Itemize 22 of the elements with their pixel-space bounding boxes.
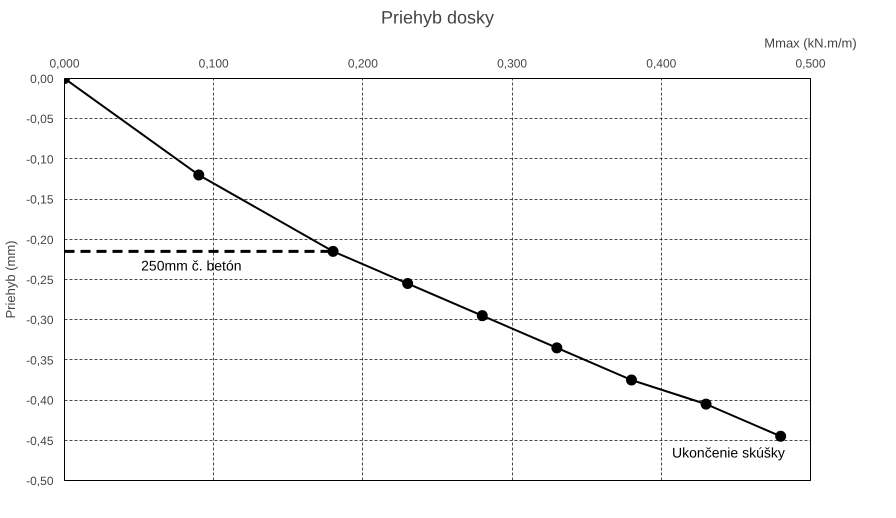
y-axis-title: Priehyb (mm) (3, 240, 18, 319)
x-tick-label: 0,000 (49, 56, 80, 70)
y-tick-label: -0,05 (26, 112, 54, 126)
y-tick-label: 0,00 (30, 72, 54, 86)
y-tick-label: -0,20 (26, 232, 54, 247)
x-axis-title: Mmax (kN.m/m) (764, 36, 857, 50)
y-tick-label: -0,15 (26, 192, 54, 207)
y-tick-label: -0,50 (26, 474, 54, 488)
x-tick-label: 0,100 (198, 56, 230, 70)
annotation: 250mm č. betón (141, 257, 242, 274)
y-tick-label: -0,40 (26, 394, 54, 408)
y-tick-label: -0,35 (26, 353, 54, 368)
y-tick-label: -0,30 (26, 313, 54, 328)
x-tick-label: 0,500 (795, 56, 826, 70)
annotation: Ukončenie skúšky (672, 444, 785, 460)
y-tick-label: -0,45 (26, 434, 54, 448)
chart-title: Priehyb dosky (380, 8, 494, 28)
y-tick-label: -0,25 (26, 273, 54, 287)
x-tick-label: 0,400 (646, 56, 677, 70)
y-tick-label: -0,10 (26, 152, 54, 166)
x-tick-label: 0,300 (497, 56, 528, 70)
x-tick-label: 0,200 (348, 56, 378, 70)
